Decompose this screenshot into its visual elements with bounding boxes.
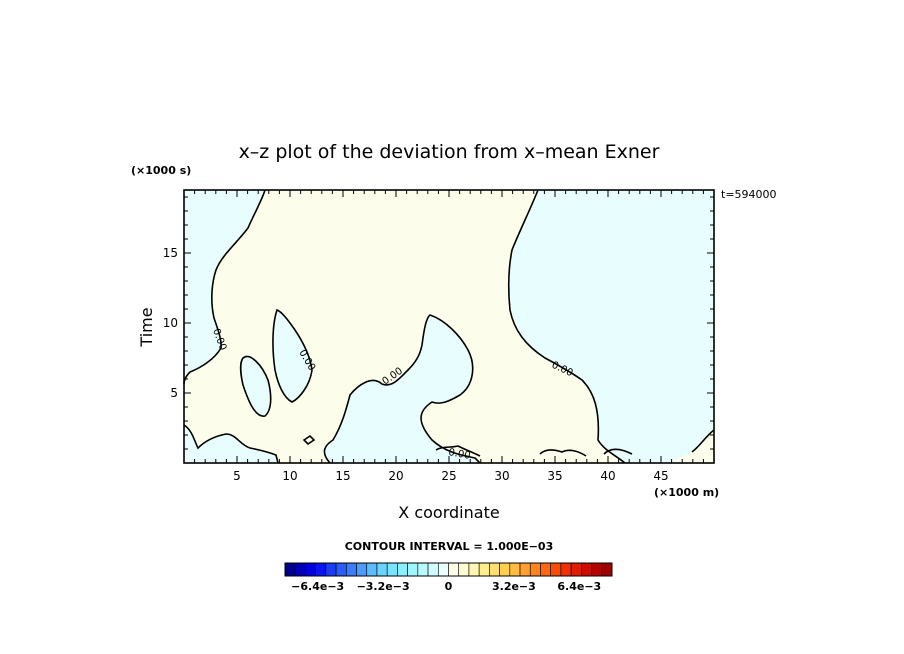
colorbar-swatch [540, 562, 551, 577]
x-tick-label: 10 [282, 469, 297, 483]
colorbar-swatch [478, 562, 490, 577]
y-tick-label: 15 [163, 246, 178, 260]
x-tick-label: 30 [494, 469, 509, 483]
colorbar-swatch [407, 562, 419, 577]
colorbar-swatch [519, 562, 531, 577]
colorbar-tick-label: 6.4e−3 [557, 580, 601, 593]
x-tick-label: 25 [441, 469, 456, 483]
colorbar-swatch [437, 562, 449, 577]
colorbar-swatch [550, 562, 562, 577]
contour-blob-b [272, 308, 313, 403]
colorbar-swatch [397, 562, 408, 577]
contour-right [507, 189, 626, 464]
negative-region-left [184, 190, 265, 384]
y-unit-label: (×1000 s) [131, 164, 191, 177]
contour-interval-label: CONTOUR INTERVAL = 1.000E−03 [345, 540, 554, 553]
contour-left [183, 189, 266, 385]
x-tick-label: 5 [233, 469, 241, 483]
colorbar-swatch [427, 562, 439, 577]
colorbar-swatch [386, 562, 398, 577]
colorbar-swatch [325, 562, 337, 577]
colorbar-swatch [570, 562, 582, 577]
negative-region-center [324, 315, 480, 463]
colorbar-swatch [356, 562, 368, 577]
colorbar-tick-label: −6.4e−3 [291, 580, 344, 593]
contour-label: 0.00 [447, 447, 471, 462]
contour-bottom-left [183, 424, 279, 464]
contour-small-closed [302, 434, 316, 446]
y-tick-label: 5 [170, 386, 178, 400]
negative-region-bottom-left [184, 425, 278, 463]
colorbar-swatch [284, 562, 296, 577]
axis-ticks [183, 190, 715, 464]
colorbar-swatch [305, 562, 316, 577]
colorbar-swatch [335, 562, 347, 577]
contour-bottom-right-a [539, 449, 587, 457]
negative-region-right [509, 190, 714, 463]
x-tick-labels: 5 10 15 20 25 30 35 40 45 [233, 469, 668, 483]
y-tick-labels: 5 10 15 [163, 246, 178, 400]
plot-area [184, 190, 714, 463]
colorbar-swatch [294, 562, 306, 577]
x-tick-label: 15 [335, 469, 350, 483]
colorbar-tick-label: 3.2e−3 [492, 580, 536, 593]
colorbar-frame [284, 562, 613, 577]
x-unit-label: (×1000 m) [654, 486, 719, 499]
colorbar-swatch [315, 562, 327, 577]
x-tick-label: 40 [600, 469, 615, 483]
y-axis-label: Time [137, 307, 156, 347]
colorbar-swatch [489, 562, 500, 577]
colorbar-swatch [376, 562, 388, 577]
colorbar-swatch [581, 562, 592, 577]
contour-blob-a [239, 355, 272, 417]
colorbar-swatch [560, 562, 572, 577]
colorbar-swatch [448, 562, 460, 577]
colorbar-swatch [601, 562, 613, 577]
colorbar-swatch [509, 562, 521, 577]
colorbar-tick-label: −3.2e−3 [357, 580, 410, 593]
colorbar [284, 562, 613, 577]
colorbar-swatch [529, 562, 541, 577]
time-label: t=594000 [721, 188, 777, 201]
colorbar-swatch [458, 562, 470, 577]
chart-title: x–z plot of the deviation from x–mean Ex… [239, 141, 660, 163]
colorbar-tick-labels: −6.4e−3 −3.2e−3 0 3.2e−3 6.4e−3 [291, 580, 601, 593]
contour-bottom-mid [435, 445, 481, 457]
colorbar-swatch [499, 562, 511, 577]
x-tick-label: 45 [653, 469, 668, 483]
contour-lines [183, 189, 715, 464]
colorbar-swatch [468, 562, 480, 577]
contour-bottom-right-b [603, 448, 633, 455]
y-tick-label: 10 [163, 316, 178, 330]
contour-center [323, 314, 481, 464]
colorbar-tick-label: 0 [445, 580, 453, 593]
colorbar-swatch [417, 562, 429, 577]
colorbar-swatch [366, 562, 378, 577]
x-tick-label: 20 [388, 469, 403, 483]
x-tick-label: 35 [547, 469, 562, 483]
colorbar-swatch [346, 562, 357, 577]
negative-region-blob-b [272, 310, 312, 402]
x-axis-label: X coordinate [398, 503, 499, 522]
colorbar-swatch [591, 562, 603, 577]
contour-right-edge [691, 429, 715, 453]
